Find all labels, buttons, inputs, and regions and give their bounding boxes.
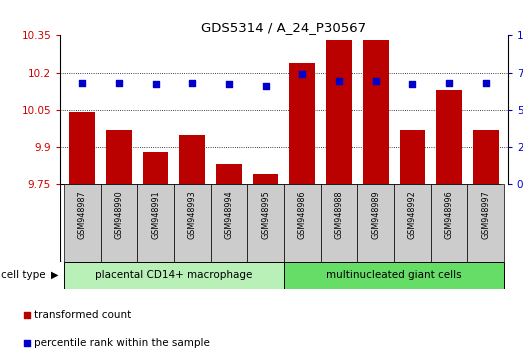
FancyBboxPatch shape xyxy=(284,184,321,262)
Point xyxy=(225,211,233,217)
FancyBboxPatch shape xyxy=(284,262,504,289)
Text: percentile rank within the sample: percentile rank within the sample xyxy=(34,338,210,348)
Text: GSM948992: GSM948992 xyxy=(408,190,417,239)
Bar xyxy=(400,130,425,184)
Text: GSM948995: GSM948995 xyxy=(261,190,270,239)
FancyBboxPatch shape xyxy=(247,184,284,262)
FancyBboxPatch shape xyxy=(174,184,211,262)
Bar xyxy=(179,135,205,184)
FancyBboxPatch shape xyxy=(431,184,468,262)
Text: multinucleated giant cells: multinucleated giant cells xyxy=(326,270,462,280)
Text: GSM948988: GSM948988 xyxy=(335,190,344,239)
Bar xyxy=(143,152,168,184)
Point xyxy=(408,82,417,87)
Bar xyxy=(436,90,462,184)
Point xyxy=(335,79,343,84)
Bar xyxy=(290,63,315,184)
Text: transformed count: transformed count xyxy=(34,310,131,320)
Point xyxy=(371,79,380,84)
Point xyxy=(151,82,160,87)
Point xyxy=(225,82,233,87)
FancyBboxPatch shape xyxy=(211,184,247,262)
Point xyxy=(262,83,270,89)
Point xyxy=(78,80,86,86)
Point xyxy=(482,80,490,86)
Bar xyxy=(216,164,242,184)
Bar xyxy=(326,40,352,184)
FancyBboxPatch shape xyxy=(100,184,137,262)
Text: GSM948989: GSM948989 xyxy=(371,190,380,239)
Point xyxy=(298,71,306,77)
Text: GSM948993: GSM948993 xyxy=(188,190,197,239)
Text: GSM948997: GSM948997 xyxy=(481,190,491,239)
Text: GSM948996: GSM948996 xyxy=(445,190,453,239)
Text: GSM948994: GSM948994 xyxy=(224,190,233,239)
Bar xyxy=(106,130,132,184)
FancyBboxPatch shape xyxy=(64,184,100,262)
Text: ▶: ▶ xyxy=(51,270,59,280)
FancyBboxPatch shape xyxy=(64,262,284,289)
FancyBboxPatch shape xyxy=(137,184,174,262)
Text: placental CD14+ macrophage: placental CD14+ macrophage xyxy=(95,270,253,280)
Bar xyxy=(473,130,498,184)
Text: GSM948987: GSM948987 xyxy=(77,190,87,239)
Bar xyxy=(363,40,389,184)
FancyBboxPatch shape xyxy=(357,184,394,262)
Title: GDS5314 / A_24_P30567: GDS5314 / A_24_P30567 xyxy=(201,21,367,34)
Point xyxy=(115,80,123,86)
Bar xyxy=(70,112,95,184)
FancyBboxPatch shape xyxy=(321,184,357,262)
Text: GSM948986: GSM948986 xyxy=(298,190,307,239)
Text: cell type: cell type xyxy=(1,270,45,280)
Text: GSM948990: GSM948990 xyxy=(115,190,123,239)
Text: GSM948991: GSM948991 xyxy=(151,190,160,239)
Point xyxy=(445,80,453,86)
Bar xyxy=(253,174,278,184)
FancyBboxPatch shape xyxy=(394,184,431,262)
FancyBboxPatch shape xyxy=(468,184,504,262)
Point xyxy=(188,80,197,86)
